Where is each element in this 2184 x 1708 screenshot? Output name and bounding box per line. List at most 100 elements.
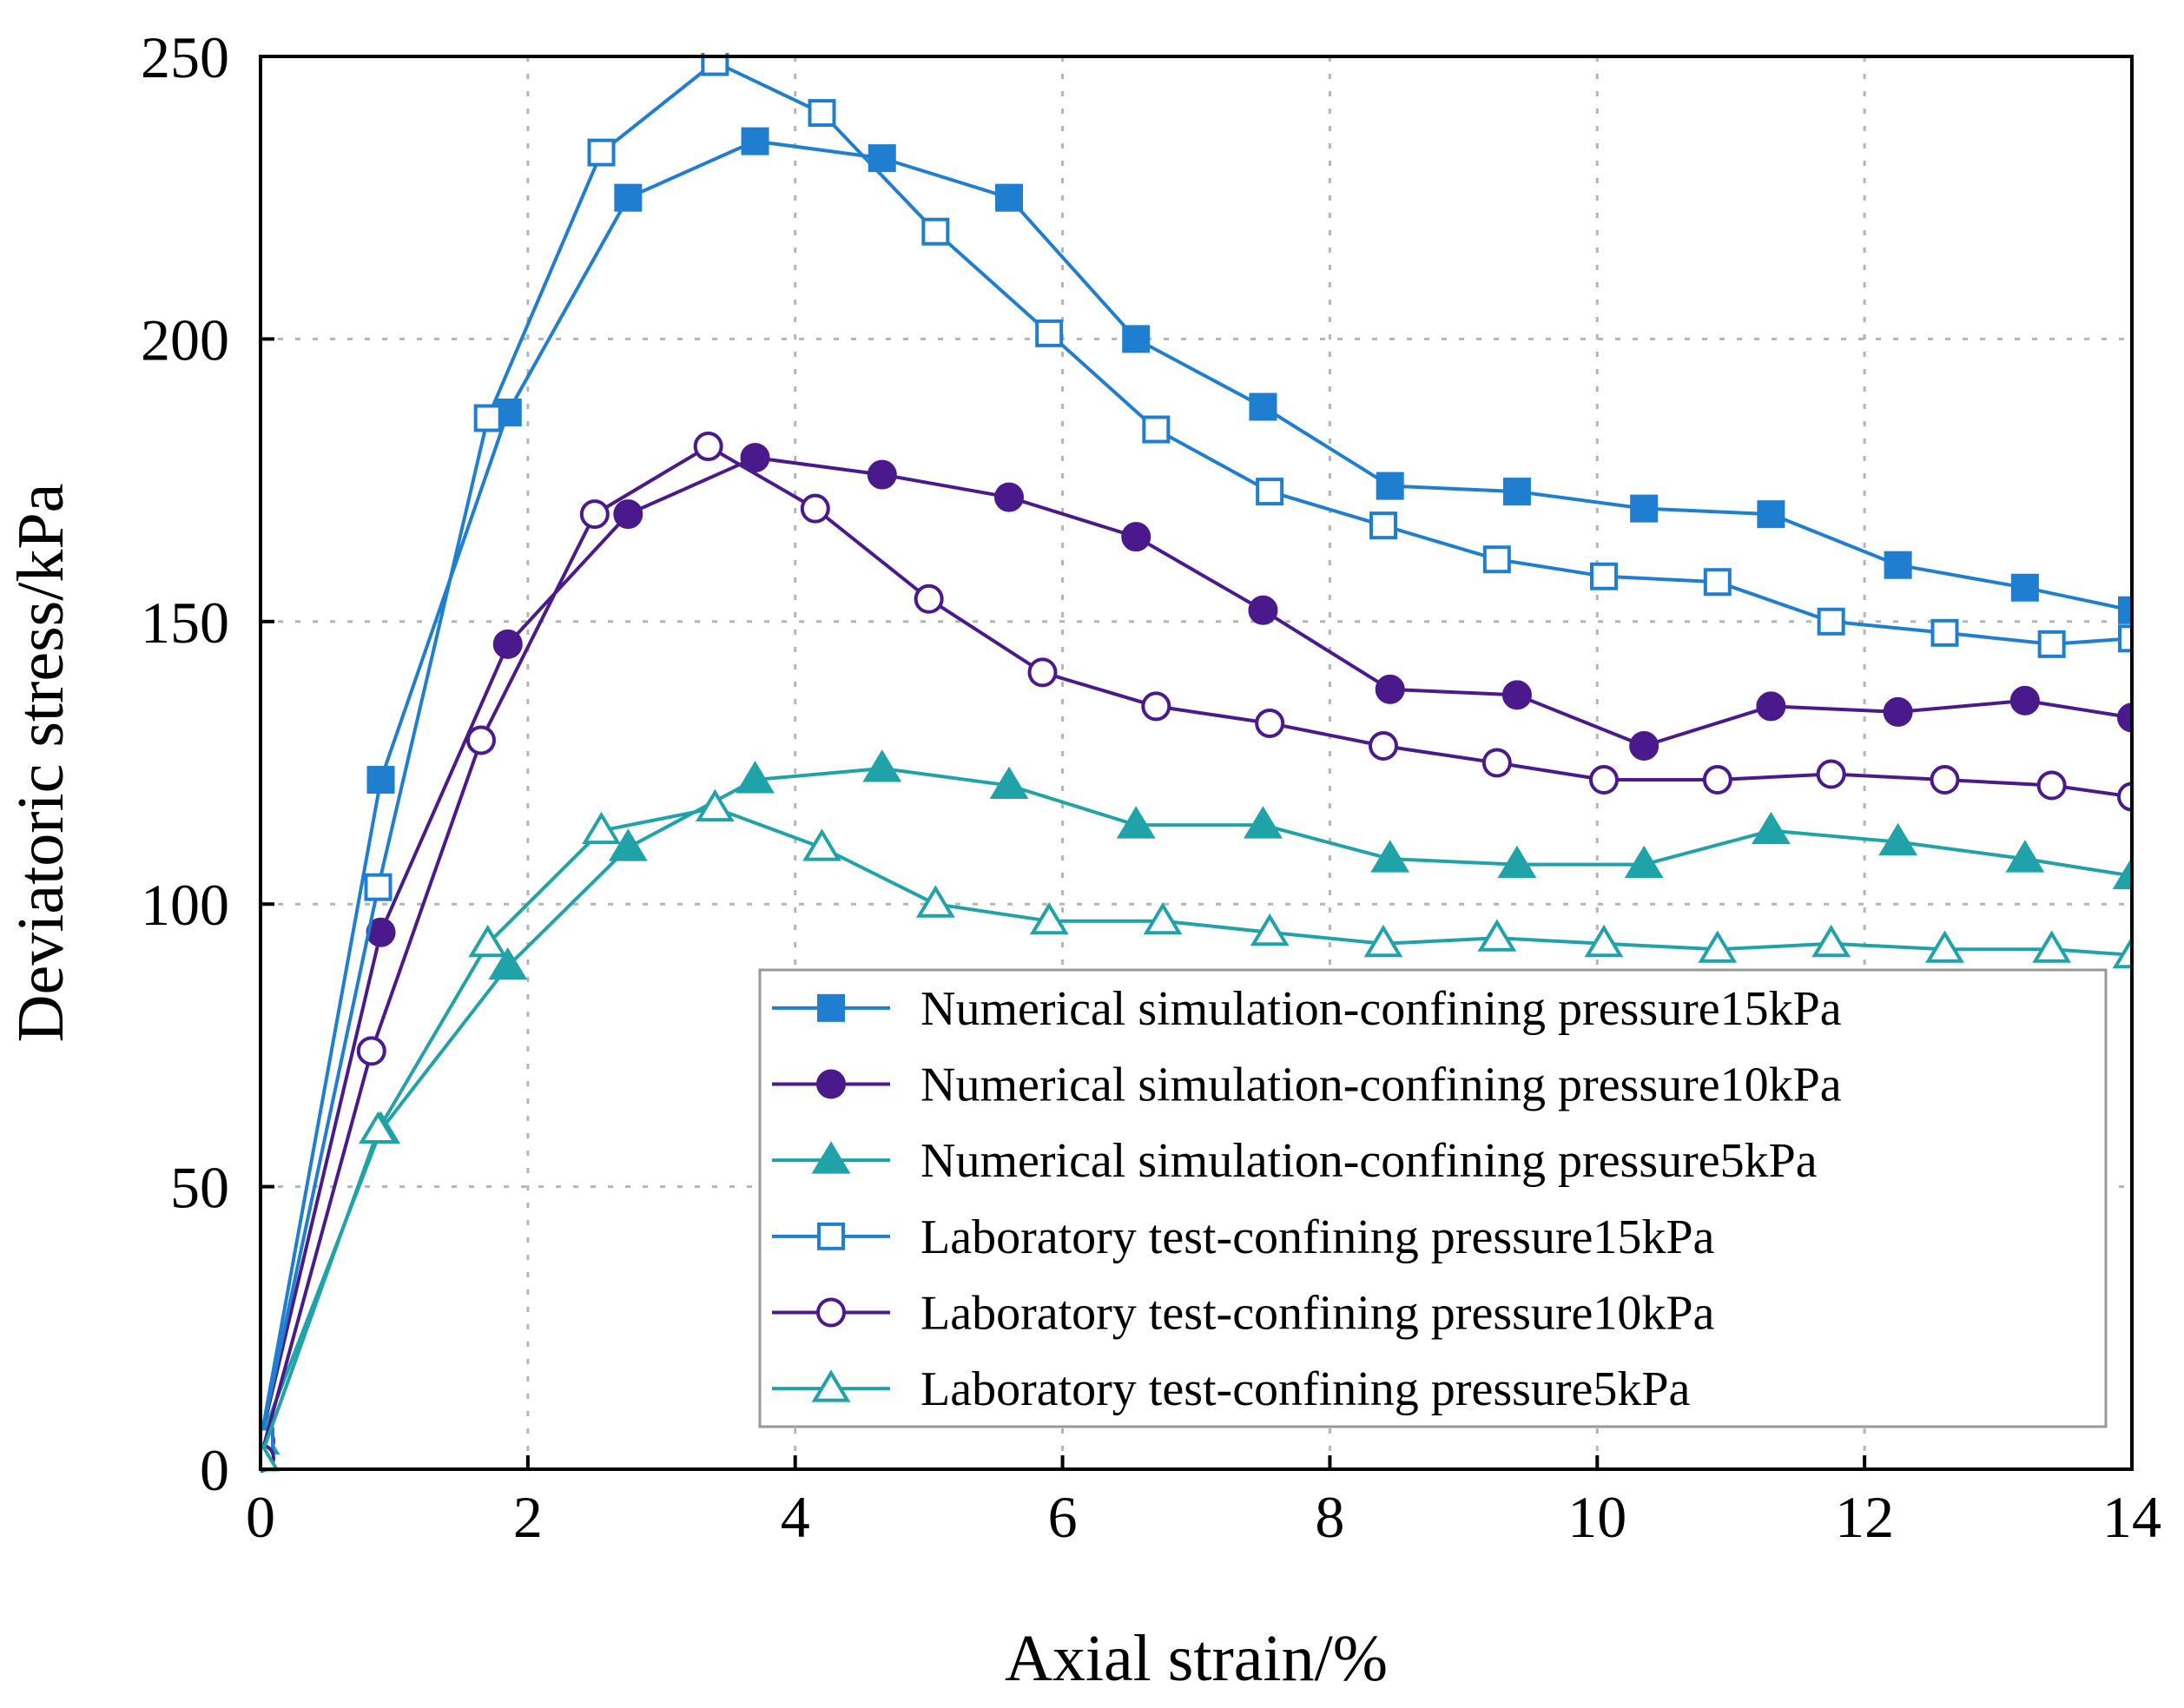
data-point [695,788,735,822]
legend: Numerical simulation-confining pressure1… [758,968,2108,1428]
data-point [800,493,830,524]
data-point [1878,822,1918,856]
legend-item: Laboratory test-confining pressure10kPa [772,1287,1715,1341]
data-point [1255,708,1285,738]
x-tick-label: 12 [1835,1484,1894,1550]
data-point [1757,500,1785,529]
y-tick-label: 0 [200,1437,229,1503]
legend-marker [811,1369,851,1402]
data-point [1482,545,1511,574]
data-point [488,946,528,980]
data-point [492,629,523,659]
data-point [608,828,648,861]
data-point [356,1036,386,1066]
series-line [261,456,2132,1441]
legend-marker [811,1141,851,1174]
data-point [1811,924,1851,958]
legend-marker [816,1069,846,1099]
legend-item: Numerical simulation-confining pressure1… [772,1058,1842,1112]
data-point [1816,759,1846,789]
series-line [261,60,2132,1441]
data-point [1930,765,1960,795]
series-3 [261,749,2132,1454]
legend-item: Laboratory test-confining pressure15kPa [772,1210,1715,1264]
data-point [741,127,769,155]
data-point [579,499,610,530]
legend-item: Laboratory test-confining pressure5kPa [772,1362,1691,1416]
data-point [2117,781,2132,812]
legend-label: Numerical simulation-confining pressure5… [920,1134,1818,1188]
series-line [261,767,2132,1442]
data-point [1029,901,1069,935]
data-point [693,432,723,462]
data-point [1122,325,1151,353]
data-point [1143,901,1183,935]
data-point [1481,748,1512,778]
legend-item: Numerical simulation-confining pressure5… [772,1134,1818,1188]
x-tick-label: 8 [1315,1484,1344,1550]
data-point [2005,840,2045,873]
data-point [465,725,496,755]
data-point [1121,522,1151,552]
data-point [1502,478,1531,506]
data-point [1883,696,1913,727]
data-point [740,443,770,473]
data-point [1624,845,1664,879]
data-point [1588,765,1619,795]
data-point [1249,392,1277,421]
series-1 [261,127,2132,1455]
data-point [915,885,955,918]
legend-box [758,968,2108,1428]
legend-item: Numerical simulation-confining pressure1… [772,982,1842,1036]
data-point [473,404,502,432]
data-point [613,499,643,530]
data-point [1477,919,1517,952]
y-axis-title: Deviatoric stress/kPa [4,484,77,1043]
series-2 [261,443,2132,1456]
data-point [1116,806,1156,839]
y-tick-label: 200 [141,307,229,373]
series-group [261,53,2132,1473]
y-tick-label: 50 [170,1155,229,1221]
data-point [1027,657,1058,688]
data-point [1930,618,1959,647]
data-point [614,183,643,212]
x-tick-label: 0 [246,1484,275,1550]
data-point [1369,511,1397,540]
data-point [1630,494,1659,523]
data-point [587,138,616,167]
data-point [582,811,621,845]
series-line [261,139,2132,1441]
data-point [1363,924,1403,958]
data-point [1589,562,1618,590]
data-point [1376,472,1404,500]
y-tick-label: 150 [141,590,229,656]
series-line [261,445,2132,1459]
data-point [736,761,775,794]
data-point [1035,319,1064,347]
legend-label: Numerical simulation-confining pressure1… [920,1058,1842,1112]
series-line [261,806,2132,1459]
data-point [802,828,841,861]
x-axis-title: Axial strain/% [1005,1622,1388,1695]
legend-label: Numerical simulation-confining pressure1… [920,982,1842,1036]
x-tick-label: 2 [513,1484,543,1550]
data-point [1703,568,1732,597]
data-point [914,584,944,614]
data-point [2032,930,2072,963]
data-point [862,749,902,782]
data-point [921,217,950,246]
data-point [989,766,1029,800]
legend-marker [817,1222,845,1250]
data-point [468,924,508,958]
data-point [1629,730,1659,761]
data-point [1369,730,1398,761]
data-point [2009,685,2040,716]
data-point [1497,845,1537,879]
data-point [2112,856,2132,890]
data-point [701,53,729,76]
data-point [2118,596,2132,624]
series-6 [261,788,2132,1472]
data-point [1501,680,1532,710]
